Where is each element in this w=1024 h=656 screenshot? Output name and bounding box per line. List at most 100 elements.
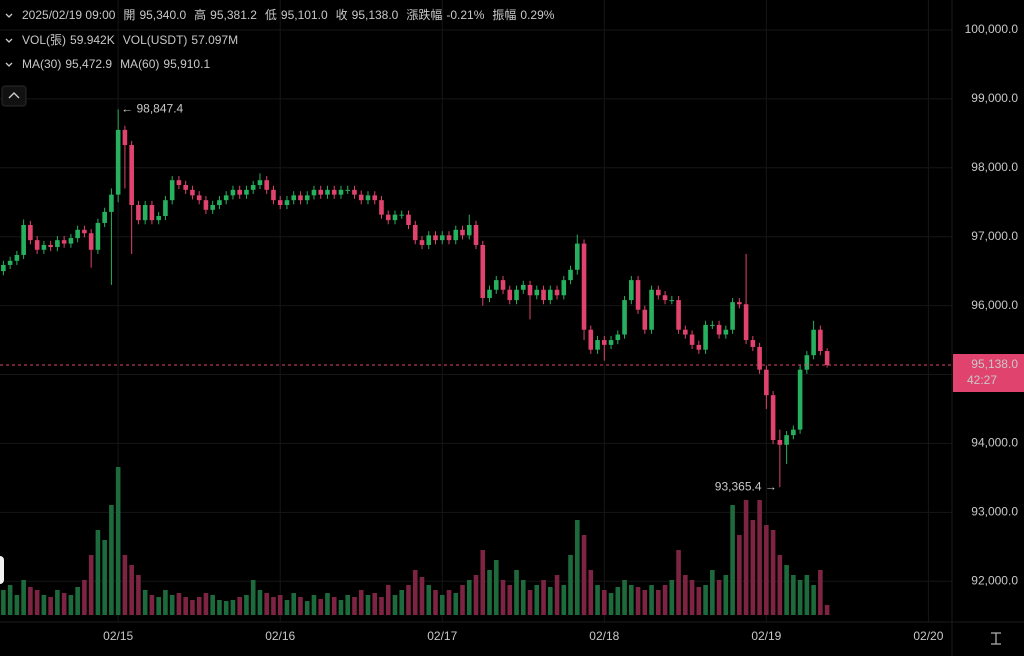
volume-bar — [250, 580, 256, 615]
candle-body — [304, 195, 310, 201]
volume-bar — [797, 580, 803, 615]
candle-body — [500, 280, 506, 290]
candle-body — [804, 355, 810, 370]
collapse-button[interactable] — [1, 85, 27, 107]
volume-bar — [534, 585, 540, 615]
candle-body — [527, 284, 533, 296]
candle-body — [14, 254, 20, 261]
candle-body — [743, 304, 749, 341]
candle-body — [217, 200, 222, 205]
candle-body — [21, 224, 26, 255]
legend-value: 95,138.0 — [352, 8, 399, 22]
volume-bar — [412, 570, 418, 615]
legend-label: VOL(張) — [22, 33, 66, 47]
volume-bar — [109, 505, 114, 615]
volume-bar — [466, 580, 472, 615]
volume-bar — [61, 593, 67, 615]
x-tick-label: 02/16 — [265, 629, 295, 643]
volume-bar — [304, 601, 310, 615]
candle-body — [122, 129, 128, 146]
volume-bar — [588, 570, 594, 615]
candle-body — [82, 229, 87, 234]
candle-body — [770, 395, 776, 440]
volume-bar — [217, 600, 222, 615]
candle-body — [244, 189, 249, 195]
volume-bar — [142, 590, 148, 615]
volume-bar — [520, 580, 526, 615]
legend-label: 2025/02/19 09:00 — [22, 8, 116, 22]
volume-bar — [399, 590, 405, 615]
legend-label: MA(30) — [22, 57, 61, 71]
candle-body — [656, 289, 661, 296]
candle-body — [385, 214, 391, 221]
candle-body — [190, 189, 195, 196]
volume-bar — [527, 590, 533, 615]
candle-body — [291, 195, 297, 201]
volume-bar — [608, 593, 614, 615]
candle-body — [446, 235, 452, 241]
candle-body — [1, 264, 6, 272]
y-tick-label: 93,000.0 — [971, 504, 1018, 518]
x-tick-label: 02/18 — [589, 629, 619, 643]
candle-body — [520, 284, 526, 290]
legend-value: 95,472.9 — [65, 57, 112, 71]
volume-bar — [669, 580, 675, 615]
volume-bar — [237, 597, 242, 615]
candle-body — [723, 329, 729, 335]
x-tick-label: 02/20 — [913, 629, 943, 643]
volume-bar — [703, 585, 708, 615]
volume-bar — [21, 580, 26, 615]
x-tick-label: 02/15 — [103, 629, 133, 643]
legend-value: 95,340.0 — [139, 8, 186, 22]
candle-body — [210, 205, 215, 210]
candle-body — [629, 280, 634, 301]
volume-bar — [196, 597, 202, 615]
volume-bar — [433, 590, 438, 615]
candle-body — [372, 195, 378, 201]
y-tick-label: 99,000.0 — [971, 91, 1018, 105]
axis-toggle-icon[interactable] — [991, 632, 1001, 645]
volume-bar — [28, 587, 33, 615]
candle-body — [419, 240, 425, 245]
candle-body — [541, 289, 546, 301]
volume-bar — [271, 597, 276, 615]
candle-body — [95, 222, 101, 250]
candle-body — [534, 289, 540, 296]
low-annotation: 93,365.4 → — [715, 479, 777, 493]
candle-body — [365, 195, 371, 201]
volume-bar — [406, 585, 411, 615]
candle-body — [298, 195, 303, 201]
volume-bar — [554, 575, 560, 615]
chevron[interactable] — [5, 62, 13, 67]
volume-bar — [1, 590, 6, 615]
legend-label: 高 — [194, 7, 206, 22]
volume-bar — [358, 590, 364, 615]
volume-bar — [507, 585, 513, 615]
candle-body — [196, 195, 202, 201]
volume-bar — [325, 593, 330, 615]
volume-bar — [757, 500, 762, 615]
legend-label: 振幅 — [492, 7, 516, 22]
candle-body — [473, 224, 479, 245]
volume-bar — [743, 500, 749, 615]
candle-body — [264, 180, 270, 190]
candle-body — [439, 235, 445, 241]
volume-bar — [311, 595, 317, 615]
candle-body — [136, 205, 141, 221]
candle-body — [311, 189, 317, 196]
y-tick-label: 97,000.0 — [971, 229, 1018, 243]
volume-bar — [426, 585, 432, 615]
candle-body — [318, 189, 324, 195]
candle-body — [88, 233, 94, 250]
legend-label: VOL(USDT) — [123, 33, 188, 47]
chevron[interactable] — [5, 13, 13, 18]
candle-body — [338, 189, 344, 195]
volume-bar — [676, 550, 681, 615]
volume-bar — [419, 577, 425, 615]
candle-body — [622, 300, 627, 335]
side-tab[interactable] — [0, 556, 4, 584]
candle-body — [284, 200, 290, 205]
chevron[interactable] — [5, 38, 13, 43]
candle-body — [574, 243, 580, 270]
